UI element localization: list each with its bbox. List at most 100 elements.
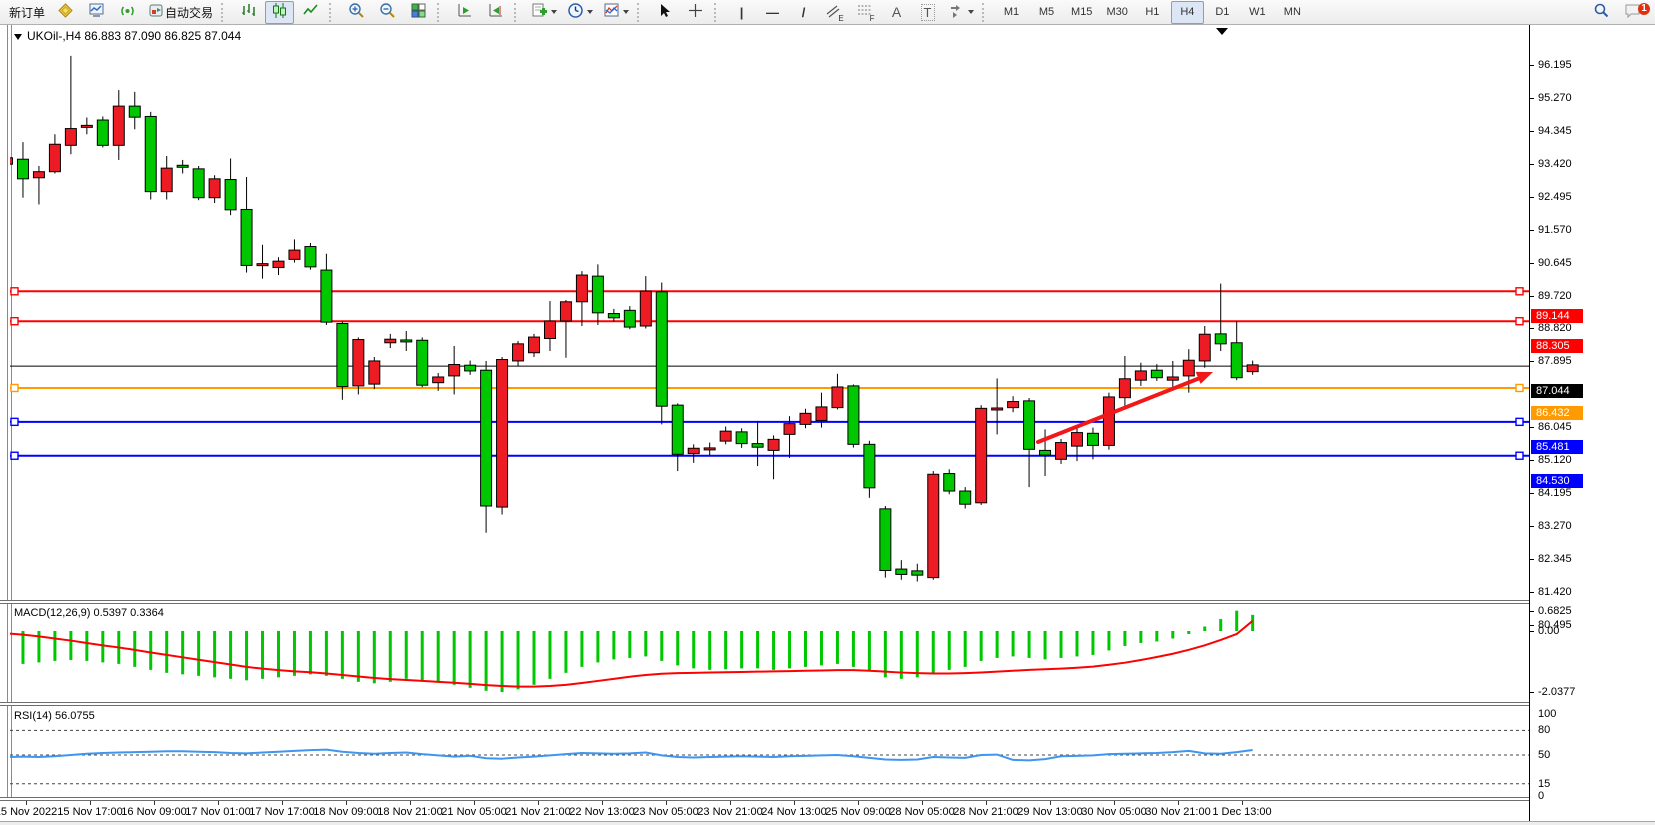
- price-tick-label: 85.120: [1538, 453, 1572, 466]
- macd-panel[interactable]: [10, 604, 1529, 702]
- price-axis[interactable]: 96.195 95.270 94.345 93.420 92.495 91.570 90.6…: [1529, 25, 1655, 821]
- equidistant-channel-icon: [825, 3, 840, 21]
- line-handle[interactable]: [1515, 317, 1524, 326]
- candlestick-mode-button[interactable]: [265, 0, 295, 24]
- candle-body: [863, 443, 876, 489]
- candle-body: [623, 309, 636, 328]
- indicators-button[interactable]: [599, 1, 633, 24]
- window-bottom-frame: [0, 821, 1655, 825]
- trend-arrow-object[interactable]: [1036, 376, 1202, 444]
- bar-chart-mode-button[interactable]: [234, 1, 263, 24]
- cursor-tool-button[interactable]: [650, 1, 679, 24]
- line-handle[interactable]: [1515, 417, 1524, 427]
- autotrading-button[interactable]: 自动交易: [144, 1, 217, 24]
- macd-histogram-bar: [1251, 614, 1255, 631]
- search-button[interactable]: [1587, 1, 1616, 24]
- chart-window-icon: [88, 2, 105, 22]
- timeframe-m1-button[interactable]: M1: [1003, 6, 1020, 18]
- candle-body: [927, 473, 940, 579]
- price-level-badge: 85.481: [1531, 439, 1583, 454]
- macd-histogram-bar: [835, 631, 839, 664]
- line-handle[interactable]: [10, 317, 19, 326]
- time-axis-label: 23 Nov 21:00: [697, 806, 763, 818]
- fibonacci-tool-button[interactable]: F: [851, 1, 880, 24]
- macd-histogram-bar: [165, 631, 169, 673]
- crosshair-tool-button[interactable]: [681, 1, 710, 24]
- price-tick: [1530, 426, 1534, 428]
- candle-body: [1166, 376, 1179, 381]
- market-watch-button[interactable]: [82, 1, 111, 24]
- rsi-axis-label: 100: [1538, 708, 1557, 720]
- line-handle[interactable]: [1515, 287, 1524, 296]
- collapse-panel-icon[interactable]: [14, 34, 22, 40]
- time-tick: [218, 801, 219, 805]
- panel-separator[interactable]: [0, 600, 1655, 604]
- panel-separator[interactable]: [0, 702, 1655, 706]
- tile-windows-button[interactable]: [404, 1, 433, 24]
- line-handle[interactable]: [1515, 383, 1524, 393]
- trendline-tool-button[interactable]: /: [789, 1, 818, 24]
- vertical-line-tool-button[interactable]: |: [727, 1, 756, 24]
- candle-body: [304, 246, 317, 268]
- zoom-out-button[interactable]: [373, 1, 402, 24]
- time-tick: [474, 801, 475, 805]
- candle-body: [671, 404, 684, 455]
- macd-histogram-bar: [851, 631, 855, 667]
- time-axis-label: 18 Nov 09:00: [313, 806, 379, 818]
- line-chart-mode-button[interactable]: [296, 1, 325, 24]
- text-label-tool-button[interactable]: T: [913, 1, 942, 24]
- horizontal-line-tool-button[interactable]: —: [758, 1, 787, 24]
- arrows-tool-button[interactable]: [944, 1, 978, 24]
- price-tick-label: 82.345: [1538, 552, 1572, 565]
- new-chart-button[interactable]: [527, 1, 561, 24]
- deposit-coin-button[interactable]: [51, 1, 80, 24]
- signals-button[interactable]: [113, 1, 142, 24]
- periods-button[interactable]: [563, 1, 597, 24]
- time-axis[interactable]: 15 Nov 2022 15 Nov 17:00 16 Nov 09:00 17 No…: [0, 801, 1655, 821]
- macd-histogram-bar: [69, 631, 73, 661]
- zoom-in-button[interactable]: [342, 1, 371, 24]
- zoom-out-icon: [379, 2, 396, 22]
- price-level-badge: 88.305: [1531, 339, 1583, 354]
- candle-body: [815, 406, 828, 421]
- text-tool-button[interactable]: A: [882, 1, 911, 24]
- rsi-panel[interactable]: [10, 707, 1529, 798]
- price-tick: [1530, 97, 1534, 99]
- candle-body: [144, 115, 157, 193]
- notifications-button[interactable]: 1: [1618, 1, 1650, 24]
- line-handle[interactable]: [10, 417, 19, 427]
- time-tick: [858, 801, 859, 805]
- timeframe-m15-button[interactable]: M15: [1071, 6, 1093, 18]
- candle-body: [1198, 333, 1211, 362]
- line-handle[interactable]: [1515, 451, 1524, 460]
- timeframe-mn-button[interactable]: MN: [1283, 6, 1301, 18]
- timeframe-d1-button[interactable]: D1: [1215, 6, 1230, 18]
- line-handle[interactable]: [10, 451, 19, 460]
- auto-scroll-button[interactable]: [450, 1, 479, 24]
- new-order-button[interactable]: 新订单: [5, 1, 49, 24]
- candle-body: [703, 447, 716, 451]
- timeframe-h4-button[interactable]: H4: [1170, 0, 1204, 24]
- line-handle[interactable]: [10, 383, 19, 393]
- time-tick: [26, 801, 27, 805]
- timeframe-h1-button[interactable]: H1: [1145, 6, 1160, 18]
- trend-arrow-head[interactable]: [1195, 371, 1213, 384]
- panel-separator[interactable]: [0, 797, 1655, 801]
- channel-tool-button[interactable]: E: [820, 1, 849, 24]
- toolbar-grip: [221, 2, 230, 22]
- timeframe-m5-button[interactable]: M5: [1038, 6, 1055, 18]
- chart-shift-button[interactable]: [481, 1, 510, 24]
- macd-histogram-bar: [229, 631, 233, 679]
- rsi-axis-label: 80: [1538, 724, 1551, 737]
- time-axis-label: 28 Nov 21:00: [953, 806, 1019, 818]
- timeframe-w1-button[interactable]: W1: [1249, 6, 1266, 18]
- macd-histogram-bar: [883, 631, 887, 678]
- candle-body: [799, 412, 812, 425]
- timeframe-m30-button[interactable]: M30: [1106, 6, 1128, 18]
- horizontal-line-icon: —: [766, 4, 780, 20]
- macd-histogram-bar: [37, 631, 41, 663]
- line-handle[interactable]: [10, 287, 19, 296]
- macd-histogram-bar: [276, 631, 280, 678]
- main-chart[interactable]: [10, 26, 1529, 600]
- macd-histogram-bar: [580, 631, 584, 667]
